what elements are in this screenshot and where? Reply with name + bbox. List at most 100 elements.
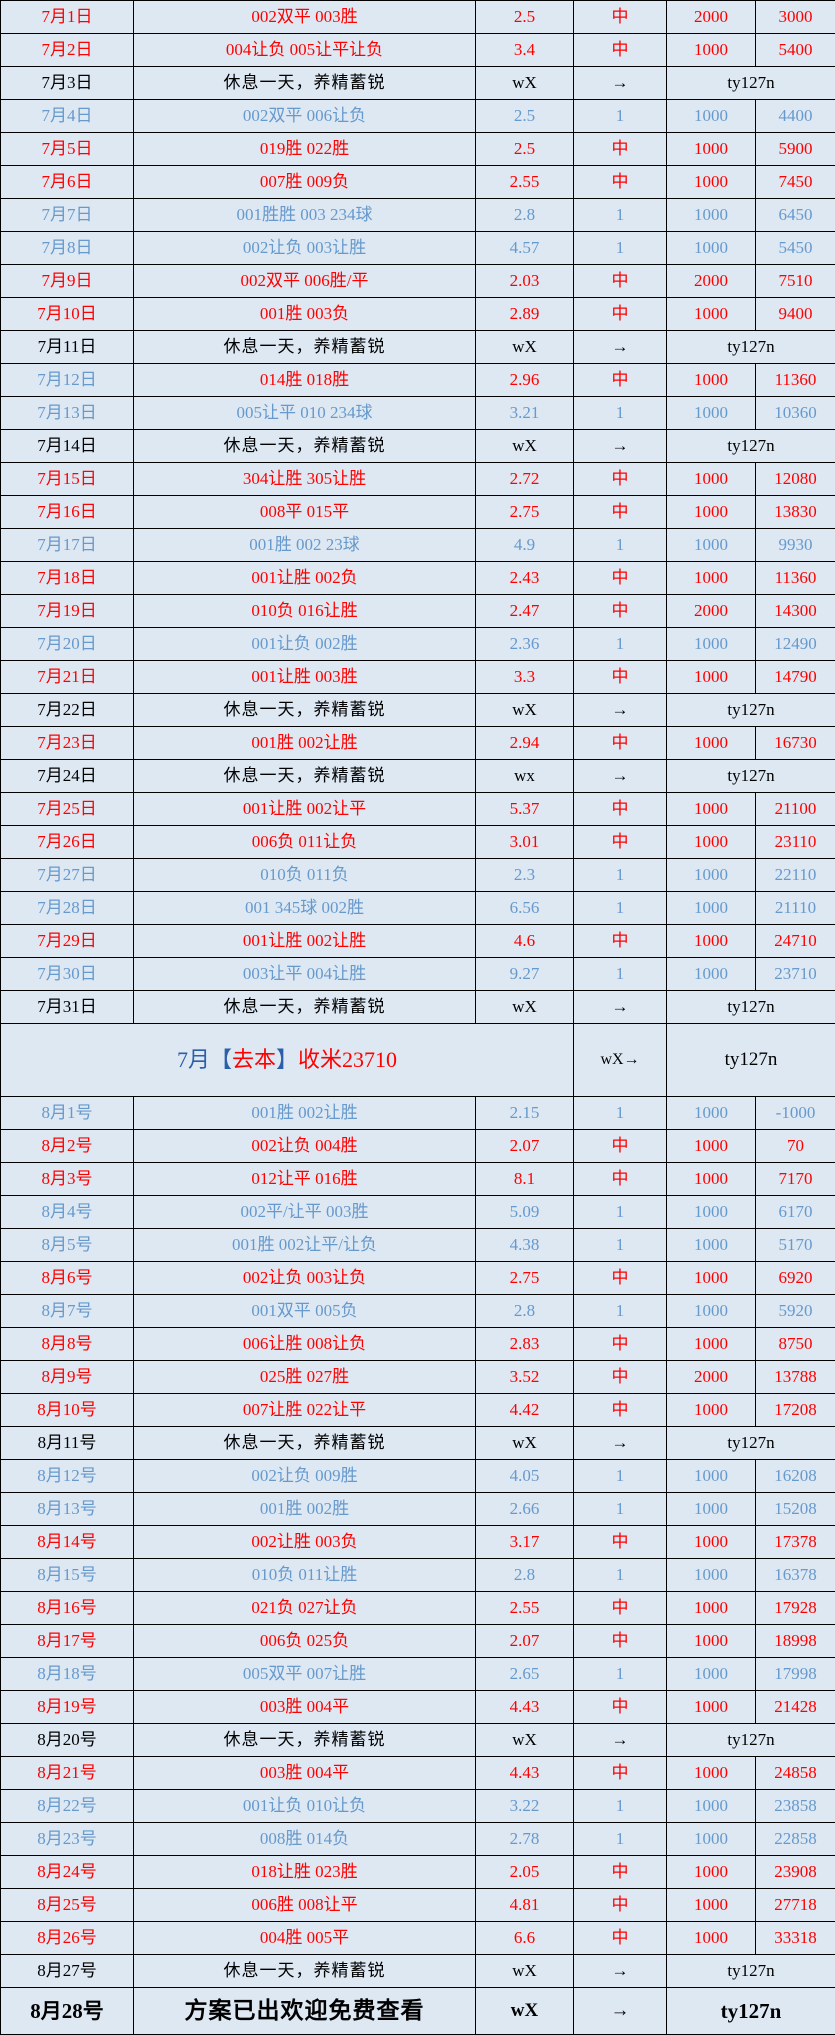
row-result: → xyxy=(574,1724,667,1757)
row-date: 8月6号 xyxy=(1,1262,134,1295)
row-result: → xyxy=(574,430,667,463)
row-odds: wX xyxy=(476,331,574,364)
row-date: 7月5日 xyxy=(1,133,134,166)
row-pick: 019胜 022胜 xyxy=(134,133,476,166)
row-pick: 002让负 003让胜 xyxy=(134,232,476,265)
row-stake: 2000 xyxy=(667,1,756,34)
row-profit: 5170 xyxy=(756,1229,835,1262)
row-stake: 1000 xyxy=(667,661,756,694)
row-pick: 001胜胜 003 234球 xyxy=(134,199,476,232)
row-result: 中 xyxy=(574,298,667,331)
row-result: 1 xyxy=(574,1493,667,1526)
row-result: 中 xyxy=(574,166,667,199)
row-stake: 1000 xyxy=(667,1163,756,1196)
row-date: 7月15日 xyxy=(1,463,134,496)
row-result: 中 xyxy=(574,1262,667,1295)
row-odds: 3.52 xyxy=(476,1361,574,1394)
row-stake: 1000 xyxy=(667,1130,756,1163)
row-pick: 001让负 010让负 xyxy=(134,1790,476,1823)
row-profit: 17998 xyxy=(756,1658,835,1691)
row-contact: ty127n xyxy=(667,1988,835,2035)
row-pick: 002双平 003胜 xyxy=(134,1,476,34)
row-date: 8月9号 xyxy=(1,1361,134,1394)
row-profit: 5900 xyxy=(756,133,835,166)
row-date: 7月20日 xyxy=(1,628,134,661)
row-date: 8月20号 xyxy=(1,1724,134,1757)
row-result: 1 xyxy=(574,1196,667,1229)
row-profit: 3000 xyxy=(756,1,835,34)
row-odds: 2.03 xyxy=(476,265,574,298)
row-result: 中 xyxy=(574,562,667,595)
row-date: 7月12日 xyxy=(1,364,134,397)
row-contact: ty127n xyxy=(667,1724,835,1757)
row-pick: 005双平 007让胜 xyxy=(134,1658,476,1691)
row-stake: 1000 xyxy=(667,1889,756,1922)
row-profit: 7450 xyxy=(756,166,835,199)
row-profit: 13788 xyxy=(756,1361,835,1394)
row-pick: 021负 027让负 xyxy=(134,1592,476,1625)
row-contact: ty127n xyxy=(667,991,835,1024)
row-profit: 6450 xyxy=(756,199,835,232)
row-contact: ty127n xyxy=(667,67,835,100)
row-date: 8月19号 xyxy=(1,1691,134,1724)
row-stake: 1000 xyxy=(667,1262,756,1295)
row-stake: 1000 xyxy=(667,1196,756,1229)
row-odds: 2.55 xyxy=(476,1592,574,1625)
row-odds: wX xyxy=(476,430,574,463)
row-odds: 2.15 xyxy=(476,1097,574,1130)
row-odds: 4.57 xyxy=(476,232,574,265)
row-pick: 010负 011负 xyxy=(134,859,476,892)
row-stake: 1000 xyxy=(667,397,756,430)
row-date: 8月16号 xyxy=(1,1592,134,1625)
row-profit: 13830 xyxy=(756,496,835,529)
row-pick: 001让负 002胜 xyxy=(134,628,476,661)
summary-wx-cell: wX→ xyxy=(574,1024,667,1097)
row-date: 7月22日 xyxy=(1,694,134,727)
row-result: 中 xyxy=(574,1163,667,1196)
row-profit: 17208 xyxy=(756,1394,835,1427)
row-pick: 007胜 009负 xyxy=(134,166,476,199)
row-result: 中 xyxy=(574,1394,667,1427)
row-result: 1 xyxy=(574,892,667,925)
row-result: 中 xyxy=(574,1361,667,1394)
row-pick: 003让平 004让胜 xyxy=(134,958,476,991)
row-contact: ty127n xyxy=(667,760,835,793)
row-date: 8月27号 xyxy=(1,1955,134,1988)
row-odds: 2.94 xyxy=(476,727,574,760)
row-result: 中 xyxy=(574,1922,667,1955)
row-pick: 014胜 018胜 xyxy=(134,364,476,397)
row-contact: ty127n xyxy=(667,430,835,463)
row-stake: 1000 xyxy=(667,232,756,265)
row-profit: 23858 xyxy=(756,1790,835,1823)
row-profit: 15208 xyxy=(756,1493,835,1526)
row-odds: 4.43 xyxy=(476,1757,574,1790)
row-stake: 1000 xyxy=(667,628,756,661)
row-pick: 001胜 002胜 xyxy=(134,1493,476,1526)
row-pick: 002双平 006让负 xyxy=(134,100,476,133)
row-odds: 5.09 xyxy=(476,1196,574,1229)
row-profit: 4400 xyxy=(756,100,835,133)
row-date: 7月27日 xyxy=(1,859,134,892)
row-profit: -1000 xyxy=(756,1097,835,1130)
row-date: 7月31日 xyxy=(1,991,134,1024)
row-odds: 8.1 xyxy=(476,1163,574,1196)
row-odds: 2.75 xyxy=(476,1262,574,1295)
row-date: 7月13日 xyxy=(1,397,134,430)
row-profit: 33318 xyxy=(756,1922,835,1955)
row-profit: 24858 xyxy=(756,1757,835,1790)
row-stake: 1000 xyxy=(667,133,756,166)
row-odds: 2.36 xyxy=(476,628,574,661)
